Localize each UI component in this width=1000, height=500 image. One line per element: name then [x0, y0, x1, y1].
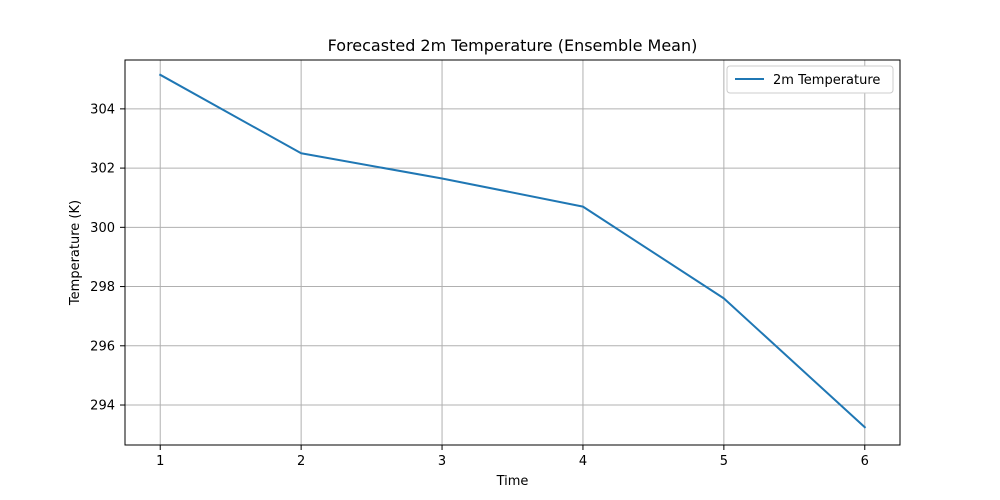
y-tick-label: 298: [90, 280, 115, 295]
y-tick-label: 294: [90, 399, 115, 414]
x-tick-label: 6: [861, 454, 869, 469]
y-tick-label: 296: [90, 339, 115, 354]
legend: 2m Temperature: [726, 65, 894, 94]
chart-title: Forecasted 2m Temperature (Ensemble Mean…: [328, 36, 698, 55]
grid-lines: [125, 60, 900, 445]
y-tick-label: 300: [90, 221, 115, 236]
series-layer: [158, 73, 867, 429]
x-axis-label: Time: [496, 474, 529, 489]
plot-area-frame: [124, 59, 901, 446]
x-tick-label: 1: [156, 454, 164, 469]
x-tick-label: 2: [297, 454, 305, 469]
y-tick-label: 302: [90, 162, 115, 177]
legend-label: 2m Temperature: [773, 73, 880, 88]
y-tick-label: 304: [90, 102, 115, 117]
x-tick-label: 4: [579, 454, 587, 469]
x-axis-ticks: 1 2 3 4 5 6: [156, 445, 869, 469]
y-axis-label: Temperature (K): [68, 200, 83, 306]
x-tick-label: 3: [438, 454, 446, 469]
legend-box: [726, 65, 894, 94]
y-axis-ticks: 294 296 298 300 302 304: [90, 102, 125, 414]
x-tick-label: 5: [720, 454, 728, 469]
series-line-2m-temperature: [158, 73, 867, 429]
